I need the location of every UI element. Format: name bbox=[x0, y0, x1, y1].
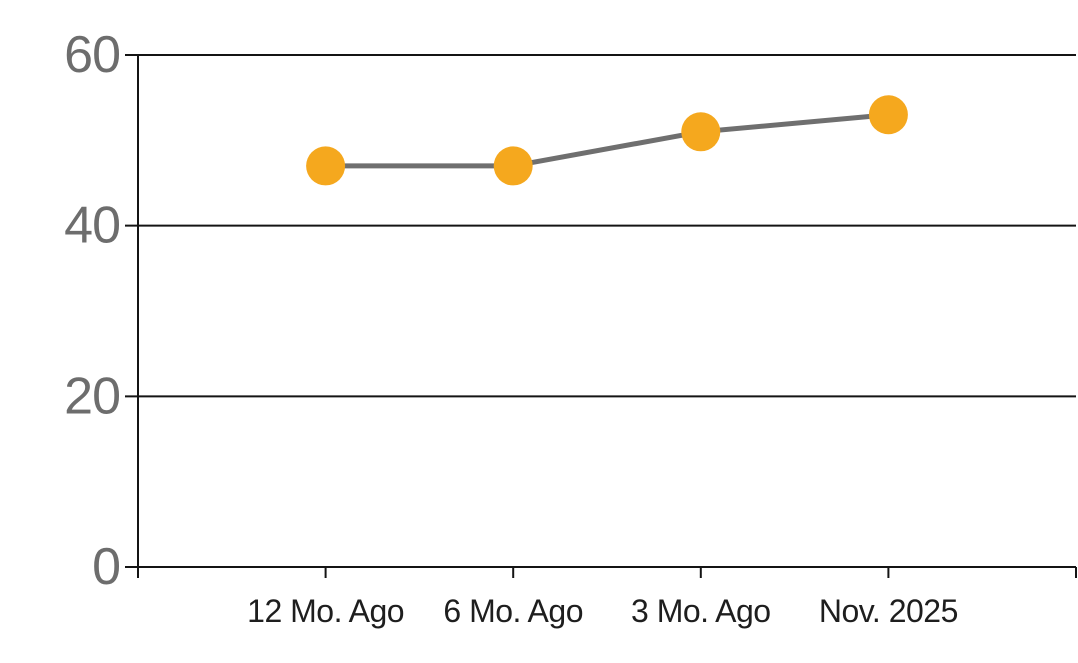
x-category-label: Nov. 2025 bbox=[819, 593, 958, 629]
y-tick-label: 0 bbox=[92, 538, 120, 596]
y-tick-label: 40 bbox=[64, 197, 120, 255]
data-point-marker bbox=[493, 146, 533, 186]
data-point-marker bbox=[306, 146, 346, 186]
y-tick-label: 20 bbox=[64, 367, 120, 425]
data-point-marker bbox=[681, 112, 721, 152]
trend-line bbox=[325, 112, 889, 169]
x-category-label: 6 Mo. Ago bbox=[443, 593, 583, 629]
x-category-label: 12 Mo. Ago bbox=[247, 593, 404, 629]
y-tick-label: 60 bbox=[64, 26, 120, 84]
x-category-label: 3 Mo. Ago bbox=[631, 593, 771, 629]
data-point-marker bbox=[868, 95, 908, 135]
